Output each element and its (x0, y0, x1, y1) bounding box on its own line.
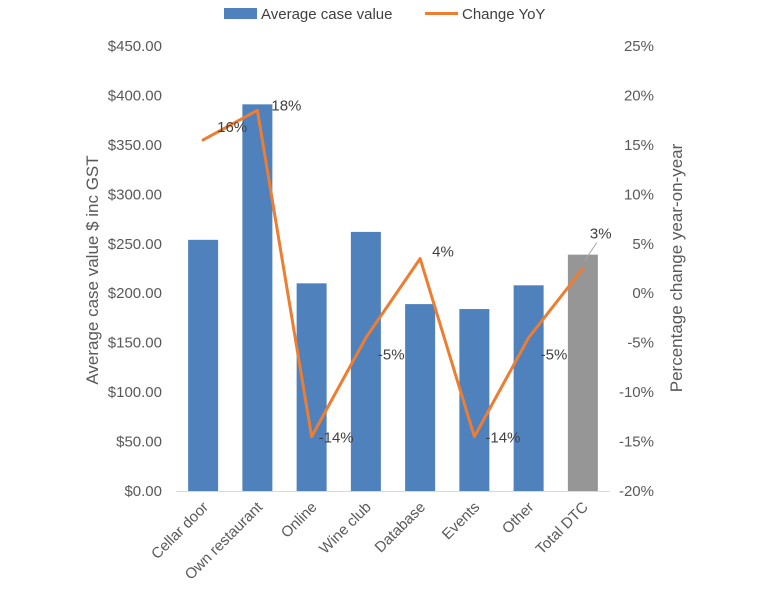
data-label-change-yoy: 4% (432, 244, 454, 261)
legend-swatch-average-case-value (224, 8, 257, 19)
y-left-tick-label: $250.00 (108, 236, 162, 253)
bar-wine-club (350, 231, 381, 491)
line-change-yoy (201, 108, 585, 439)
bar-other (513, 285, 544, 491)
y-axis-right-ticks: -20% -15% -10% -5% 0% 5% 10% 15% 20% 25% (619, 38, 654, 500)
y-left-tick-label: $0.00 (124, 483, 162, 500)
y-right-tick-label: -20% (619, 483, 654, 500)
y-right-tick-label: 0% (632, 285, 654, 302)
y-right-tick-label: 20% (624, 87, 654, 104)
x-category-label: Total DTC (533, 499, 592, 558)
x-category-label: Other (499, 499, 538, 538)
y-right-tick-label: -15% (619, 434, 654, 451)
data-label-change-yoy: -14% (485, 430, 520, 447)
x-category-label: Events (439, 499, 483, 543)
data-label-change-yoy: 16% (217, 119, 247, 136)
x-category-label: Online (278, 499, 321, 542)
data-label-change-yoy: -14% (319, 430, 354, 447)
data-label-change-yoy: 18% (271, 97, 301, 114)
y-axis-left-title: Average case value $ inc GST (83, 155, 102, 384)
y-right-tick-label: 5% (632, 236, 654, 253)
legend: Average case value Change YoY (224, 6, 545, 23)
bar-cellar-door (188, 239, 219, 491)
bar-series (188, 104, 598, 491)
data-label-change-yoy: 3% (590, 226, 612, 243)
data-labels: 16% 18% -14% -5% 4% -14% -5% 3% (217, 97, 611, 446)
legend-label-change-yoy: Change YoY (462, 6, 545, 23)
y-axis-right-title: Percentage change year-on-year (667, 143, 686, 392)
bar-total-dtc (567, 254, 598, 491)
y-axis-left-ticks: $0.00 $50.00 $100.00 $150.00 $200.00 $250.00 $… (108, 38, 162, 500)
legend-label-average-case-value: Average case value (261, 6, 392, 23)
y-left-tick-label: $350.00 (108, 137, 162, 154)
data-label-change-yoy: -5% (541, 347, 568, 364)
y-left-tick-label: $400.00 (108, 87, 162, 104)
bar-own-restaurant (242, 104, 273, 491)
y-right-tick-label: -5% (627, 335, 654, 352)
bar-online (296, 283, 327, 491)
y-right-tick-label: 25% (624, 38, 654, 55)
y-left-tick-label: $200.00 (108, 285, 162, 302)
x-category-label: Database (372, 499, 429, 556)
x-category-label: Wine club (316, 499, 375, 558)
bar-database (405, 304, 436, 491)
y-right-tick-label: 15% (624, 137, 654, 154)
line-series (201, 108, 585, 439)
data-label-leader-line (584, 242, 598, 261)
y-left-tick-label: $300.00 (108, 186, 162, 203)
y-right-tick-label: 10% (624, 186, 654, 203)
y-left-tick-label: $100.00 (108, 384, 162, 401)
y-left-tick-label: $50.00 (116, 434, 162, 451)
y-left-tick-label: $150.00 (108, 335, 162, 352)
y-right-tick-label: -10% (619, 384, 654, 401)
y-left-tick-label: $450.00 (108, 38, 162, 55)
data-label-change-yoy: -5% (378, 347, 405, 364)
